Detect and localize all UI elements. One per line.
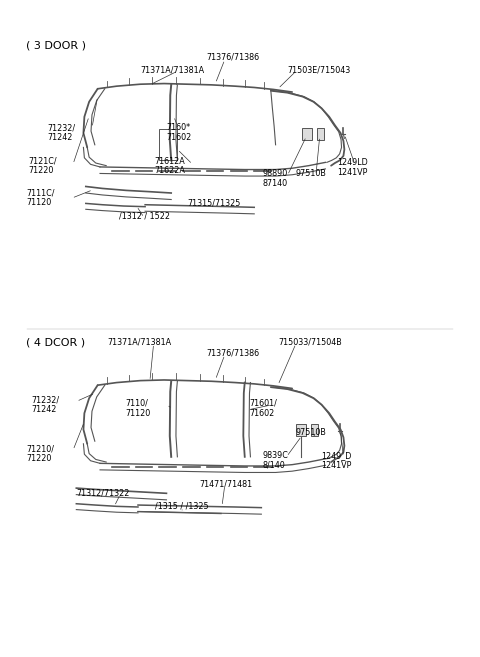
Text: 71242: 71242 [48,133,73,142]
Text: 7121C/: 7121C/ [29,156,58,166]
Text: 87140: 87140 [263,179,288,188]
FancyBboxPatch shape [301,128,312,139]
Text: 98890: 98890 [263,169,288,178]
Text: 7160*: 7160* [167,124,191,132]
Text: 7111C/: 7111C/ [26,189,55,198]
Text: 715033/71504B: 715033/71504B [278,338,342,347]
Text: 71120: 71120 [26,198,52,207]
Text: 1241VP: 1241VP [322,461,352,470]
Text: 71503E/715043: 71503E/715043 [288,66,351,74]
Text: 1241VP: 1241VP [337,168,368,177]
Text: ( 4 DCOR ): ( 4 DCOR ) [26,338,85,348]
Text: 8/140: 8/140 [263,461,286,470]
Text: 71312/71322: 71312/71322 [76,488,130,497]
Text: 71612A: 71612A [155,156,185,166]
Text: 9839C: 9839C [263,451,288,460]
FancyBboxPatch shape [317,128,324,139]
Text: 71601/: 71601/ [250,399,277,408]
Text: 71232/: 71232/ [31,396,60,405]
Text: 1249_D: 1249_D [322,451,352,460]
Text: 71242: 71242 [31,405,57,415]
Text: /1315 / /1325: /1315 / /1325 [155,501,208,510]
Text: 71220: 71220 [29,166,54,175]
Text: 97510B: 97510B [296,428,327,437]
Text: 71210/: 71210/ [26,445,55,453]
Text: 71315/71325: 71315/71325 [188,199,241,208]
Text: 71371A/71381A: 71371A/71381A [107,338,171,347]
FancyBboxPatch shape [296,424,306,436]
Text: 71220: 71220 [26,454,52,463]
Text: 71120: 71120 [125,409,150,418]
Text: 97510B: 97510B [296,169,327,178]
FancyBboxPatch shape [311,424,318,436]
Text: 71376/71386: 71376/71386 [207,53,260,62]
Text: ( 3 DOOR ): ( 3 DOOR ) [26,40,86,50]
Text: 71371A/71381A: 71371A/71381A [140,66,204,74]
Text: 7110/: 7110/ [125,399,148,408]
Text: 71471/71481: 71471/71481 [200,479,253,488]
Text: 71232/: 71232/ [48,124,76,132]
Text: 71602: 71602 [250,409,275,418]
Text: 71602: 71602 [167,133,192,142]
Text: 71376/71386: 71376/71386 [207,349,260,358]
Text: 1249LD: 1249LD [337,158,368,167]
Text: 71622A: 71622A [155,166,185,175]
Text: /1312 / 1522: /1312 / 1522 [119,212,170,221]
